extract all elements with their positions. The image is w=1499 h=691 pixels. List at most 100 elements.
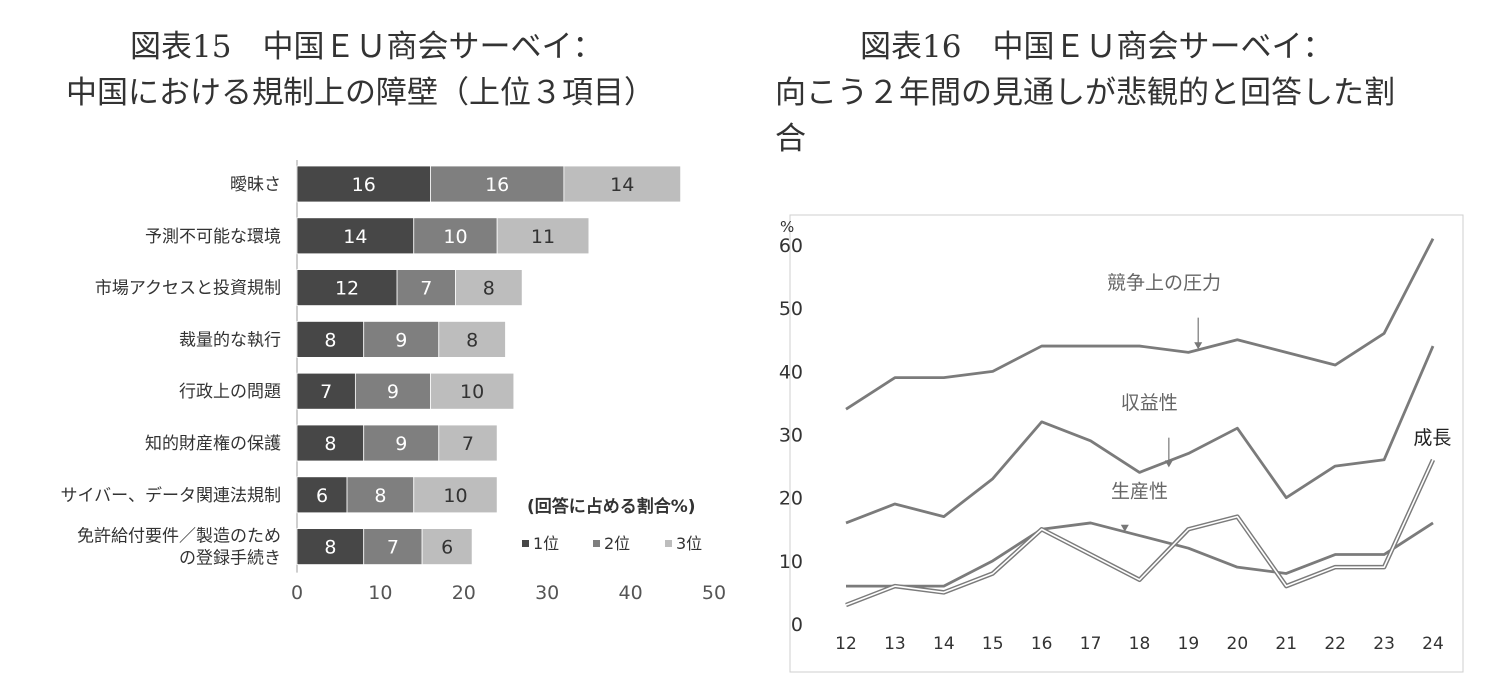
right-chart-title-line1: 図表16 中国ＥＵ商会サーベイ： — [860, 29, 1334, 65]
bar-segment — [296, 217, 415, 255]
bar-segment — [430, 165, 565, 203]
left-chart-title-line2: 中国における規制上の障壁（上位３項目） — [66, 75, 655, 111]
category-label: サイバー、データ関連法規制 — [61, 485, 282, 506]
bar-data-label: 8 — [324, 329, 336, 351]
series-annotation: 競争上の圧力 — [1107, 272, 1221, 294]
bar-segment — [413, 217, 498, 255]
annotation-arrowhead — [1120, 524, 1129, 532]
right-chart-title-line2: 向こう２年間の見通しが悲観的と回答した割 — [775, 75, 1395, 111]
bar-data-label: 8 — [483, 278, 495, 300]
y-unit-label: % — [780, 218, 794, 236]
line-chart: % 0 10 20 30 40 50 60 12 13 14 15 16 17 18 19 20 21 22 23 24… — [779, 214, 1464, 673]
bar-segment — [296, 269, 398, 307]
legend-swatch — [665, 540, 672, 547]
x-tick-label: 24 — [1422, 634, 1444, 654]
bar-data-label: 7 — [420, 278, 432, 300]
legend-label: 1位 — [533, 534, 559, 553]
x-tick-label: 10 — [368, 582, 392, 604]
bar-data-label: 10 — [443, 485, 467, 507]
bar-segment — [363, 320, 440, 358]
bar-data-label: 6 — [316, 485, 328, 507]
x-tick-label: 18 — [1129, 634, 1151, 654]
bar-data-label: 16 — [352, 174, 376, 196]
y-tick-label: 0 — [791, 614, 803, 636]
bar-segment — [438, 424, 498, 462]
right-chart-title-line3: 合 — [775, 121, 806, 157]
x-tick-label: 13 — [884, 634, 906, 654]
legend-swatch — [522, 540, 529, 547]
category-label: 市場アクセスと投資規制 — [95, 279, 281, 299]
x-tick-label: 40 — [619, 582, 643, 604]
x-tick-label: 21 — [1275, 634, 1297, 654]
x-tick-label: 0 — [291, 582, 303, 604]
category-label: 曖昧さ — [230, 175, 281, 195]
series-line — [845, 345, 1435, 525]
bar-segment — [421, 528, 473, 565]
bar-segment — [363, 528, 423, 565]
y-tick-label: 20 — [779, 488, 803, 510]
x-tick-label: 50 — [702, 582, 726, 604]
bar-segment — [346, 476, 415, 514]
bar-data-label: 10 — [443, 226, 467, 248]
x-tick-label: 30 — [535, 582, 559, 604]
bar-segment — [296, 165, 431, 203]
series-line — [846, 521, 1434, 588]
bar-segment — [430, 372, 515, 410]
bar-data-label: 7 — [320, 381, 332, 403]
bar-data-label: 11 — [531, 226, 555, 248]
x-tick-label: 20 — [1227, 634, 1249, 654]
stacked-bar-chart: 曖昧さ 16 16 14 予測不可能な環境 14 10 11 市場アクセスと投資規制 12 7 8 裁量… — [61, 160, 726, 604]
series-line-inner — [845, 459, 1434, 606]
bar-data-label: 14 — [343, 226, 367, 248]
x-tick-label: 12 — [835, 634, 857, 654]
series-line — [845, 238, 1435, 411]
bar-segment — [296, 372, 356, 410]
bar-segment — [296, 528, 365, 565]
bar-data-label: 12 — [335, 278, 359, 300]
bar-segment — [455, 269, 523, 307]
x-tick-label: 14 — [933, 634, 955, 654]
bar-data-label: 14 — [610, 174, 634, 196]
x-tick-label: 19 — [1178, 634, 1200, 654]
chart-border — [789, 214, 1464, 673]
x-tick-label: 15 — [982, 634, 1004, 654]
bar-data-label: 8 — [324, 433, 336, 455]
x-tick-label: 22 — [1324, 634, 1346, 654]
bar-data-label: 9 — [395, 433, 407, 455]
bar-segment — [296, 320, 365, 358]
left-chart-title-line1: 図表15 中国ＥＵ商会サーベイ： — [130, 29, 604, 65]
annotation-arrowhead — [1194, 342, 1203, 350]
series-annotation: 生産性 — [1111, 481, 1168, 503]
bar-segment — [354, 372, 431, 410]
category-label: の登録手続き — [179, 549, 281, 569]
x-tick-label: 20 — [452, 582, 476, 604]
bar-data-label: 8 — [374, 485, 386, 507]
y-tick-label: 40 — [779, 361, 803, 383]
bar-data-label: 9 — [395, 329, 407, 351]
category-label: 行政上の問題 — [179, 382, 281, 402]
bar-segment — [563, 165, 682, 203]
series-annotation: 収益性 — [1121, 392, 1178, 414]
bar-segment — [296, 476, 348, 514]
series-annotation: 成長 — [1413, 427, 1451, 449]
x-tick-label: 17 — [1080, 634, 1102, 654]
bar-data-label: 8 — [324, 537, 336, 559]
category-label: 免許給付要件／製造のため — [77, 527, 281, 547]
legend-label: 2位 — [604, 534, 630, 553]
bar-segment — [363, 424, 440, 462]
bar-data-label: 9 — [387, 381, 399, 403]
legend-swatch — [593, 540, 600, 547]
x-tick-label: 23 — [1373, 634, 1395, 654]
y-tick-label: 60 — [779, 235, 803, 257]
annotation-arrowhead — [1164, 460, 1173, 468]
bar-data-label: 6 — [441, 537, 453, 559]
x-tick-label: 16 — [1031, 634, 1053, 654]
y-tick-label: 50 — [779, 298, 803, 320]
y-tick-label: 10 — [779, 551, 803, 573]
bar-data-label: 7 — [387, 537, 399, 559]
bar-segment — [438, 320, 506, 358]
bar-data-label: 7 — [462, 433, 474, 455]
bar-data-label: 8 — [466, 329, 478, 351]
bar-segment — [296, 424, 365, 462]
